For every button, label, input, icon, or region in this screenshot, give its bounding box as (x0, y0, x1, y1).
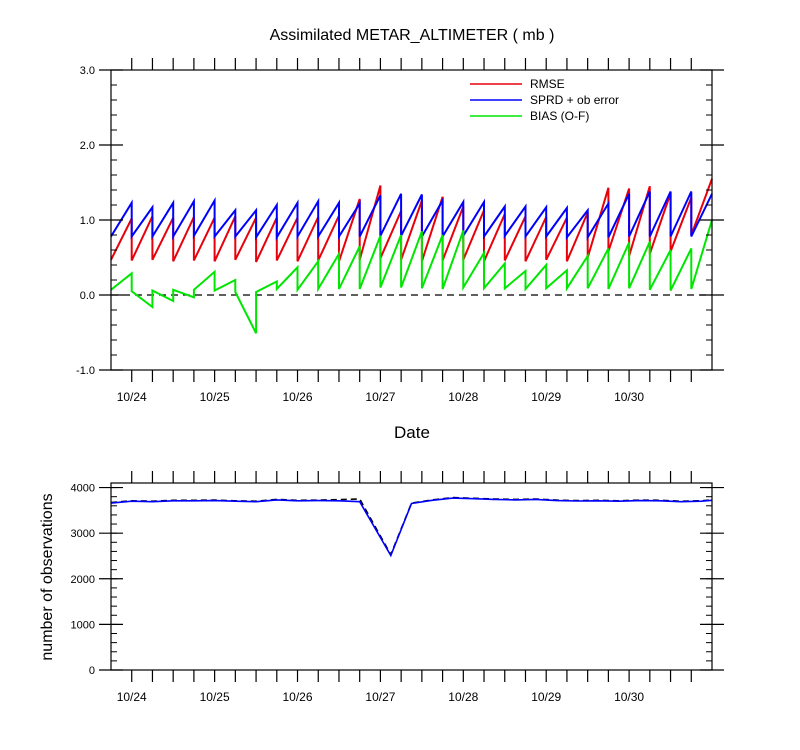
x-tick-label: 10/25 (200, 690, 230, 704)
plot-frame (110, 482, 713, 671)
legend-label: RMSE (530, 77, 565, 91)
x-tick-label: 10/27 (365, 390, 395, 404)
error-stats-panel: -1.0 0.0 1.0 2.0 3.0 10/24 10/25 10/26 10/27 10/2… (76, 58, 724, 404)
series-line-sprd-ob-error (110, 191, 713, 241)
y-tick-label: 1000 (71, 619, 95, 631)
legend: RMSE SPRD + ob error BIAS (O-F) (470, 77, 619, 123)
x-tick-label: 10/27 (365, 690, 395, 704)
x-tick-label: 10/29 (531, 690, 561, 704)
y-tick-label: 0.0 (80, 290, 95, 302)
y-minor-ticks (111, 69, 712, 371)
legend-label: BIAS (O-F) (530, 109, 589, 123)
y-tick-label: 3000 (71, 528, 95, 540)
x-tick-label: 10/30 (614, 690, 644, 704)
observation-count-panel: 0 1000 2000 3000 4000 10/24 10/25 10/26 10/27 10/… (71, 471, 724, 704)
y-axis-label: number of observations (39, 493, 56, 660)
x-tick-label: 10/24 (117, 390, 147, 404)
y-tick-label: -1.0 (76, 365, 95, 377)
x-ticks (131, 58, 692, 382)
y-tick-label: 4000 (71, 483, 95, 495)
x-ticks (131, 471, 692, 682)
x-tick-label: 10/25 (200, 390, 230, 404)
plot-frame (110, 69, 713, 371)
y-tick-label: 0 (89, 665, 95, 677)
x-tick-label: 10/29 (531, 390, 561, 404)
chart-title: Assimilated METAR_ALTIMETER ( mb ) (270, 27, 555, 44)
x-tick-label: 10/28 (448, 690, 478, 704)
x-tick-label: 10/30 (614, 390, 644, 404)
y-tick-label: 1.0 (80, 215, 95, 227)
series-line-rmse (110, 178, 713, 263)
x-tick-label: 10/28 (448, 390, 478, 404)
x-tick-label: 10/24 (117, 690, 147, 704)
obs-count-line (110, 497, 713, 558)
legend-label: SPRD + ob error (530, 93, 619, 107)
y-tick-label: 2.0 (80, 140, 95, 152)
y-tick-label: 2000 (71, 574, 95, 586)
x-tick-label: 10/26 (283, 390, 313, 404)
x-tick-label: 10/26 (283, 690, 313, 704)
x-axis-label: Date (394, 423, 430, 442)
y-minor-ticks (111, 487, 712, 671)
series-line-bias-o-f (110, 219, 713, 334)
y-tick-label: 3.0 (80, 65, 95, 77)
obs-count-line-dashed (110, 496, 713, 557)
